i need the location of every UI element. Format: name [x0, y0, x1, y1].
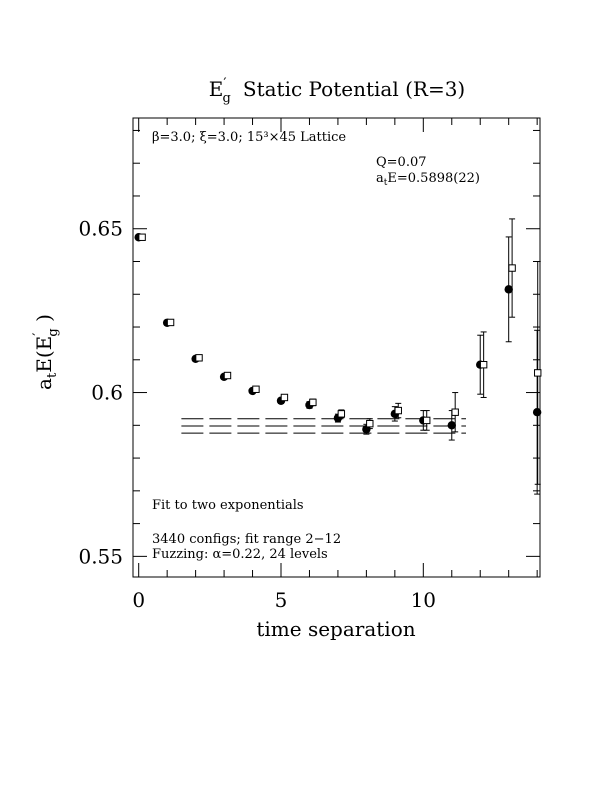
- ticks: [133, 118, 540, 577]
- fuzzing-annotation: Fuzzing: α=0.22, 24 levels: [152, 547, 328, 562]
- energy-rest: E=0.5898(22): [387, 171, 480, 186]
- x-tick-label: 5: [275, 588, 288, 612]
- data-point-square: [508, 264, 516, 272]
- subtitle: β=3.0; ξ=3.0; 15³×45 Lattice: [152, 130, 346, 145]
- data-point-square: [479, 361, 488, 369]
- data-point-circle: [504, 285, 513, 294]
- energy-annotation: atE=0.5898(22): [376, 171, 480, 188]
- x-tick-label: 10: [411, 588, 436, 612]
- data-point-circle: [532, 408, 542, 417]
- ylabel-g: g: [46, 328, 61, 336]
- data-point-square: [451, 408, 459, 416]
- y-tick-label: 0.55: [78, 544, 123, 568]
- q-value-annotation: Q=0.07: [376, 155, 427, 170]
- plot-frame: [132, 117, 541, 578]
- configs-annotation: 3440 configs; fit range 2−12: [152, 532, 341, 547]
- data-point-square: [337, 410, 346, 418]
- data-point-square: [366, 419, 374, 428]
- y-tick-label: 0.6: [91, 381, 123, 405]
- title-sub: g: [223, 91, 231, 106]
- fit-method-annotation: Fit to two exponentials: [152, 498, 304, 513]
- data-point-square: [252, 385, 260, 393]
- data-point-square: [423, 416, 431, 425]
- ylabel-a: a: [32, 378, 56, 390]
- title-main: E: [209, 77, 224, 101]
- x-axis-label: time separation: [256, 617, 415, 641]
- data-point-square: [195, 354, 203, 362]
- data-point-square: [394, 406, 402, 415]
- ylabel-prime: ′: [31, 333, 47, 336]
- data-point-square: [534, 369, 542, 377]
- data-point-square: [309, 398, 317, 407]
- chart-title: E′ g Static Potential (R=3): [209, 76, 465, 106]
- x-tick-label: 0: [132, 588, 145, 612]
- title-prime: ′: [223, 76, 226, 92]
- energy-a: a: [376, 171, 384, 186]
- y-tick-label: 0.65: [78, 217, 123, 241]
- energy-t: t: [384, 178, 388, 188]
- data-point-square: [166, 318, 175, 327]
- y-axis-label: atE(E′g ): [31, 314, 61, 390]
- data-point-circle: [447, 421, 456, 430]
- fit-bands: [181, 418, 466, 434]
- data-point-square: [138, 233, 146, 241]
- ylabel-close: ): [32, 314, 56, 328]
- ylabel-e: E(E: [32, 336, 56, 373]
- data-point-square: [280, 393, 289, 402]
- data-point-square: [223, 371, 232, 380]
- data-points: [134, 218, 542, 495]
- title-rest: Static Potential (R=3): [243, 77, 465, 101]
- tick-labels: 0 5 10 0.55 0.6 0.65: [78, 217, 436, 612]
- ylabel-t: t: [45, 372, 60, 378]
